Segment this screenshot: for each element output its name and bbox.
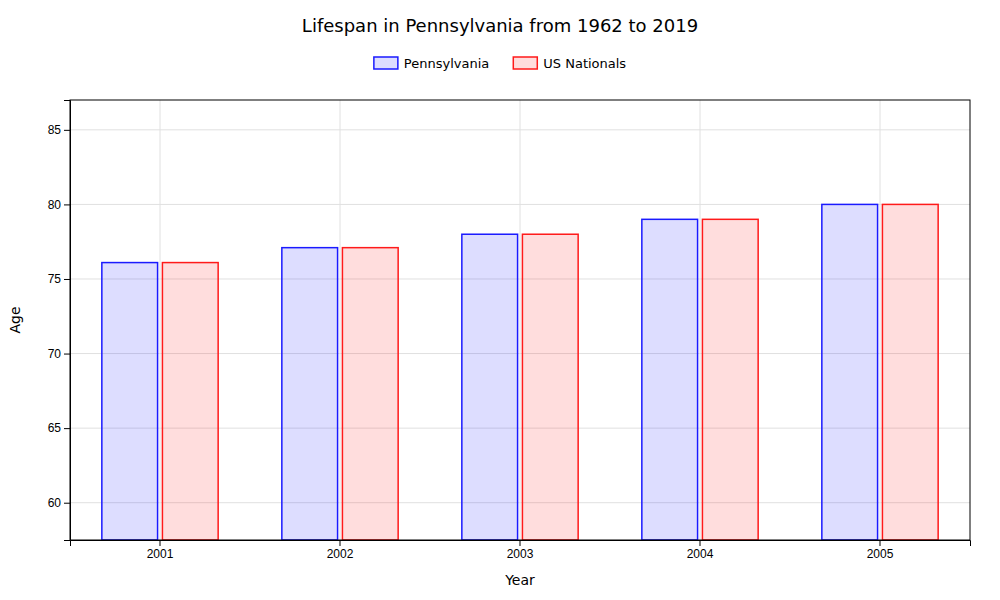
plot: 2001 2002 2003 2004 2005 60 65 70 75 80 85 bbox=[48, 100, 971, 561]
legend-label: US Nationals bbox=[543, 56, 626, 71]
y-tick: 65 bbox=[48, 421, 70, 435]
bar bbox=[462, 234, 518, 540]
grid-line-x bbox=[340, 100, 341, 540]
x-tick-mark bbox=[520, 540, 521, 546]
bar bbox=[702, 219, 758, 540]
y-axis: 60 65 70 75 80 85 bbox=[48, 101, 71, 541]
bar bbox=[642, 219, 698, 540]
y-tick: 70 bbox=[48, 347, 70, 361]
y-tick-label: 60 bbox=[48, 496, 62, 510]
y-tick: 60 bbox=[48, 496, 70, 510]
grid-line-x bbox=[880, 100, 881, 540]
x-tick-mark bbox=[700, 540, 701, 546]
grid-line-x bbox=[520, 100, 521, 540]
legend-item: Pennsylvania bbox=[374, 56, 489, 71]
x-tick: 2005 bbox=[867, 540, 894, 561]
y-tick-mark bbox=[64, 130, 70, 131]
y-tick-mark bbox=[64, 428, 70, 429]
bars bbox=[102, 204, 938, 540]
x-tick-mark bbox=[880, 540, 881, 546]
legend-swatch bbox=[513, 57, 537, 69]
chart: 2001 2002 2003 2004 2005 60 65 70 75 80 85 Year Age L… bbox=[0, 0, 1000, 600]
x-tick-label: 2005 bbox=[867, 547, 894, 561]
x-tick: 2002 bbox=[327, 540, 354, 561]
y-tick-mark bbox=[64, 503, 70, 504]
x-tick: 2003 bbox=[507, 540, 534, 561]
bar bbox=[522, 234, 578, 540]
y-tick-label: 65 bbox=[48, 421, 62, 435]
bar bbox=[342, 248, 398, 540]
y-tick-label: 75 bbox=[48, 272, 62, 286]
x-tick-label: 2004 bbox=[687, 547, 714, 561]
bar bbox=[162, 263, 218, 540]
y-tick-mark bbox=[64, 354, 70, 355]
x-tick-label: 2003 bbox=[507, 547, 534, 561]
y-tick: 85 bbox=[48, 123, 70, 137]
y-tick-mark bbox=[64, 204, 70, 205]
bar bbox=[822, 204, 878, 540]
grid-line-x bbox=[160, 100, 161, 540]
grid-line-x bbox=[700, 100, 701, 540]
x-tick: 2001 bbox=[147, 540, 174, 561]
y-axis-title: Age bbox=[7, 306, 23, 333]
x-tick-label: 2001 bbox=[147, 547, 174, 561]
title: Lifespan in Pennsylvania from 1962 to 20… bbox=[302, 15, 698, 36]
y-tick: 75 bbox=[48, 272, 70, 286]
bar bbox=[882, 204, 938, 540]
x-axis-title: Year bbox=[504, 572, 535, 588]
y-tick-label: 85 bbox=[48, 123, 62, 137]
x-tick: 2004 bbox=[687, 540, 714, 561]
y-tick-label: 80 bbox=[48, 198, 62, 212]
x-axis: 2001 2002 2003 2004 2005 bbox=[71, 540, 971, 561]
y-tick-mark bbox=[64, 279, 70, 280]
legend: Pennsylvania US Nationals bbox=[374, 56, 626, 71]
plot-frame bbox=[70, 100, 970, 540]
y-tick-label: 70 bbox=[48, 347, 62, 361]
bar-series bbox=[162, 204, 938, 540]
bar bbox=[102, 263, 158, 540]
bar-series bbox=[102, 204, 878, 540]
x-tick-label: 2002 bbox=[327, 547, 354, 561]
legend-item: US Nationals bbox=[513, 56, 626, 71]
legend-swatch bbox=[374, 57, 398, 69]
x-tick-mark bbox=[160, 540, 161, 546]
x-axis-line bbox=[71, 541, 971, 547]
bar bbox=[282, 248, 338, 540]
grid bbox=[70, 100, 970, 540]
legend-label: Pennsylvania bbox=[404, 56, 489, 71]
x-tick-mark bbox=[340, 540, 341, 546]
y-tick: 80 bbox=[48, 198, 70, 212]
